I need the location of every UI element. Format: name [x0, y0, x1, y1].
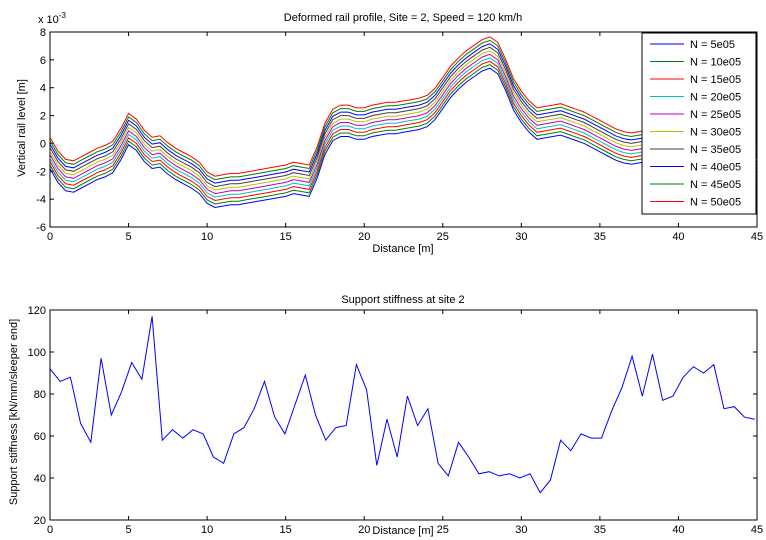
rail-profile-x-tick-label: 40: [672, 231, 684, 243]
legend-entry: N = 15e05: [690, 74, 741, 86]
rail-profile-axes-box: [49, 31, 758, 228]
rail-profile-series-line: [50, 64, 757, 205]
stiffness-x-tick-label: 5: [125, 524, 131, 536]
rail-profile-series-line: [50, 50, 757, 191]
stiffness-ylabel: Support stiffness [kN/mm/sleeper end]: [8, 319, 20, 505]
rail-profile-y-tick-label: 6: [40, 55, 46, 67]
legend-entry: N = 35e05: [690, 144, 741, 156]
rail-profile-x-tick-label: 35: [594, 231, 606, 243]
rail-profile-series-group: [50, 36, 757, 209]
stiffness-x-tick-label: 35: [594, 524, 606, 536]
rail-profile-series-line: [50, 43, 757, 184]
rail-profile-series-line: [50, 60, 757, 202]
stiffness-y-tick-label: 20: [34, 515, 46, 527]
rail-profile-ylabel: Vertical rail level [m]: [16, 79, 28, 177]
rail-profile-series-line: [50, 39, 757, 181]
rail-profile-title: Deformed rail profile, Site = 2, Speed =…: [284, 12, 522, 24]
legend-entry: N = 5e05: [690, 39, 735, 51]
rail-profile-series-line: [50, 46, 757, 188]
rail-profile-series-line: [50, 57, 757, 198]
rail-profile-series-line: [50, 67, 757, 209]
rail-profile-y-tick-label: -6: [36, 222, 46, 234]
stiffness-x-tick-label: 45: [751, 524, 763, 536]
legend-entry: N = 45e05: [690, 179, 741, 191]
stiffness-x-tick-label: 20: [358, 524, 370, 536]
stiffness-plot-area: 0 5 10 15 20 25 30 35 40 45 20 40 60 80 100 120: [28, 305, 763, 536]
legend-entry: N = 25e05: [690, 109, 741, 121]
stiffness-y-tick-label: 100: [28, 347, 46, 359]
stiffness-y-tick-label: 80: [34, 389, 46, 401]
legend-entry: N = 30e05: [690, 127, 741, 139]
stiffness-y-tick-label: 120: [28, 305, 46, 317]
rail-profile-x-tick-label: 5: [125, 231, 131, 243]
rail-profile-y-tick-label: 4: [40, 83, 46, 95]
support-stiffness-chart: Support stiffness at site 2 Distance [m]…: [8, 294, 763, 537]
rail-profile-x-tick-label: 45: [751, 231, 763, 243]
rail-profile-x-tick-label: 25: [437, 231, 449, 243]
rail-profile-x-tick-label: 30: [515, 231, 527, 243]
stiffness-x-tick-label: 10: [201, 524, 213, 536]
y-multiplier-label: x 10-3: [38, 11, 66, 26]
stiffness-title: Support stiffness at site 2: [341, 294, 464, 306]
stiffness-x-tick-label: 30: [515, 524, 527, 536]
stiffness-x-tick-label: 15: [280, 524, 292, 536]
rail-profile-y-tick-label: 0: [40, 138, 46, 150]
y-multiplier-exponent: -3: [59, 11, 67, 20]
stiffness-series-line: [49, 316, 755, 494]
stiffness-x-tick-label: 25: [437, 524, 449, 536]
rail-profile-series-line: [50, 36, 757, 177]
rail-profile-y-tick-label: -2: [36, 166, 46, 178]
rail-profile-x-tick-label: 15: [280, 231, 292, 243]
legend-entry: N = 10e05: [690, 57, 741, 69]
stiffness-x-tick-label: 40: [672, 524, 684, 536]
stiffness-axes-box: [49, 309, 758, 521]
legend-entry: N = 50e05: [690, 197, 741, 209]
legend-entry: N = 40e05: [690, 162, 741, 174]
rail-profile-x-tick-label: 0: [47, 231, 53, 243]
rail-profile-x-tick-label: 20: [358, 231, 370, 243]
stiffness-x-tick-label: 0: [47, 524, 53, 536]
rail-profile-legend: N = 5e05 N = 10e05 N = 15e05 N = 20e05 N = 2…: [641, 32, 757, 215]
stiffness-xlabel: Distance [m]: [372, 525, 433, 537]
stiffness-y-tick-label: 40: [34, 473, 46, 485]
rail-profile-y-tick-label: 2: [40, 111, 46, 123]
rail-profile-x-tick-label: 10: [201, 231, 213, 243]
y-multiplier-base: x 10: [38, 14, 59, 26]
rail-profile-chart: Deformed rail profile, Site = 2, Speed =…: [16, 11, 763, 255]
stiffness-y-tick-label: 60: [34, 431, 46, 443]
rail-profile-series-line: [50, 53, 757, 195]
rail-profile-xlabel: Distance [m]: [372, 243, 433, 255]
rail-profile-y-tick-label: 8: [40, 27, 46, 39]
legend-entry: N = 20e05: [690, 92, 741, 104]
rail-profile-y-tick-label: -4: [36, 194, 46, 206]
rail-profile-plot-area: 0 5 10 15 20 25 30 35 40 45 -6 -4 -2 0 2 4 6 8: [36, 27, 763, 243]
